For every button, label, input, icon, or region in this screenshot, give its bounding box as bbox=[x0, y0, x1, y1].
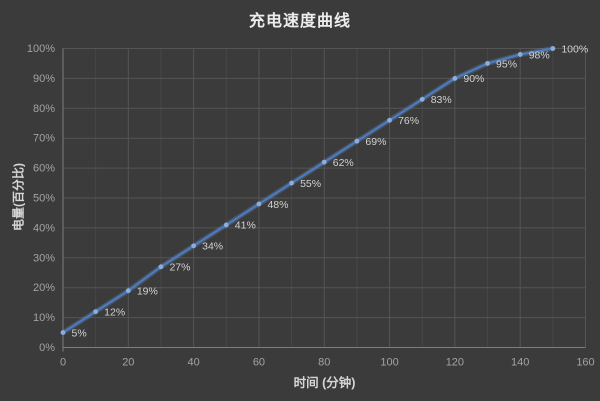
y-axis-title-text: 电量(百分比) bbox=[11, 163, 26, 231]
y-tick-label: 50% bbox=[33, 193, 55, 205]
x-tick-label: 0 bbox=[60, 357, 66, 369]
data-label: 12% bbox=[104, 306, 125, 318]
data-label: 95% bbox=[496, 58, 517, 70]
x-tick-label: 140 bbox=[511, 357, 529, 369]
data-label: 83% bbox=[431, 94, 452, 106]
data-point bbox=[158, 264, 164, 270]
data-label: 34% bbox=[202, 241, 223, 253]
data-point bbox=[256, 201, 262, 207]
y-tick-label: 80% bbox=[33, 103, 55, 115]
data-point bbox=[550, 46, 556, 51]
series-line bbox=[62, 47, 554, 334]
y-tick-label: 20% bbox=[33, 282, 55, 294]
data-label: 90% bbox=[463, 73, 484, 85]
y-tick-label: 70% bbox=[33, 133, 55, 145]
data-point bbox=[354, 138, 360, 144]
chart-title: 充电速度曲线 bbox=[248, 13, 351, 30]
y-tick-label: 0% bbox=[39, 342, 55, 354]
data-label: 5% bbox=[72, 327, 87, 339]
data-point bbox=[387, 117, 392, 123]
x-tick-label: 60 bbox=[253, 357, 265, 369]
x-axis-title: 时间 (分钟) bbox=[293, 376, 356, 390]
data-point bbox=[321, 159, 327, 165]
data-point bbox=[60, 330, 66, 335]
y-tick-label: 90% bbox=[33, 73, 55, 85]
data-point bbox=[223, 222, 229, 228]
data-point bbox=[452, 76, 458, 81]
y-tick-label: 10% bbox=[33, 312, 55, 324]
y-tick-label: 30% bbox=[33, 252, 55, 264]
data-label: 55% bbox=[300, 178, 321, 190]
data-label: 69% bbox=[365, 136, 386, 148]
data-label: 19% bbox=[137, 285, 158, 297]
x-tick-label: 120 bbox=[446, 357, 464, 369]
x-tick-label: 20 bbox=[122, 357, 134, 369]
data-label: 62% bbox=[333, 157, 354, 169]
data-point bbox=[93, 309, 99, 315]
data-point bbox=[289, 180, 294, 186]
y-tick-label: 60% bbox=[33, 163, 55, 175]
data-label: 48% bbox=[267, 199, 288, 211]
y-tick-label: 100% bbox=[27, 43, 55, 55]
x-tick-label: 100 bbox=[380, 357, 398, 369]
data-label: 76% bbox=[398, 115, 419, 127]
data-label: 41% bbox=[235, 220, 256, 232]
data-label: 98% bbox=[529, 49, 550, 61]
x-tick-label: 80 bbox=[318, 357, 330, 369]
data-point bbox=[517, 52, 523, 57]
x-tick-label: 160 bbox=[576, 357, 594, 369]
x-tick-label: 40 bbox=[188, 357, 200, 369]
data-point bbox=[419, 96, 425, 102]
data-label: 100% bbox=[561, 43, 588, 55]
data-point bbox=[125, 288, 131, 294]
data-point bbox=[191, 243, 197, 249]
data-label: 27% bbox=[169, 262, 190, 274]
y-tick-label: 40% bbox=[33, 222, 55, 234]
data-point bbox=[485, 61, 490, 66]
